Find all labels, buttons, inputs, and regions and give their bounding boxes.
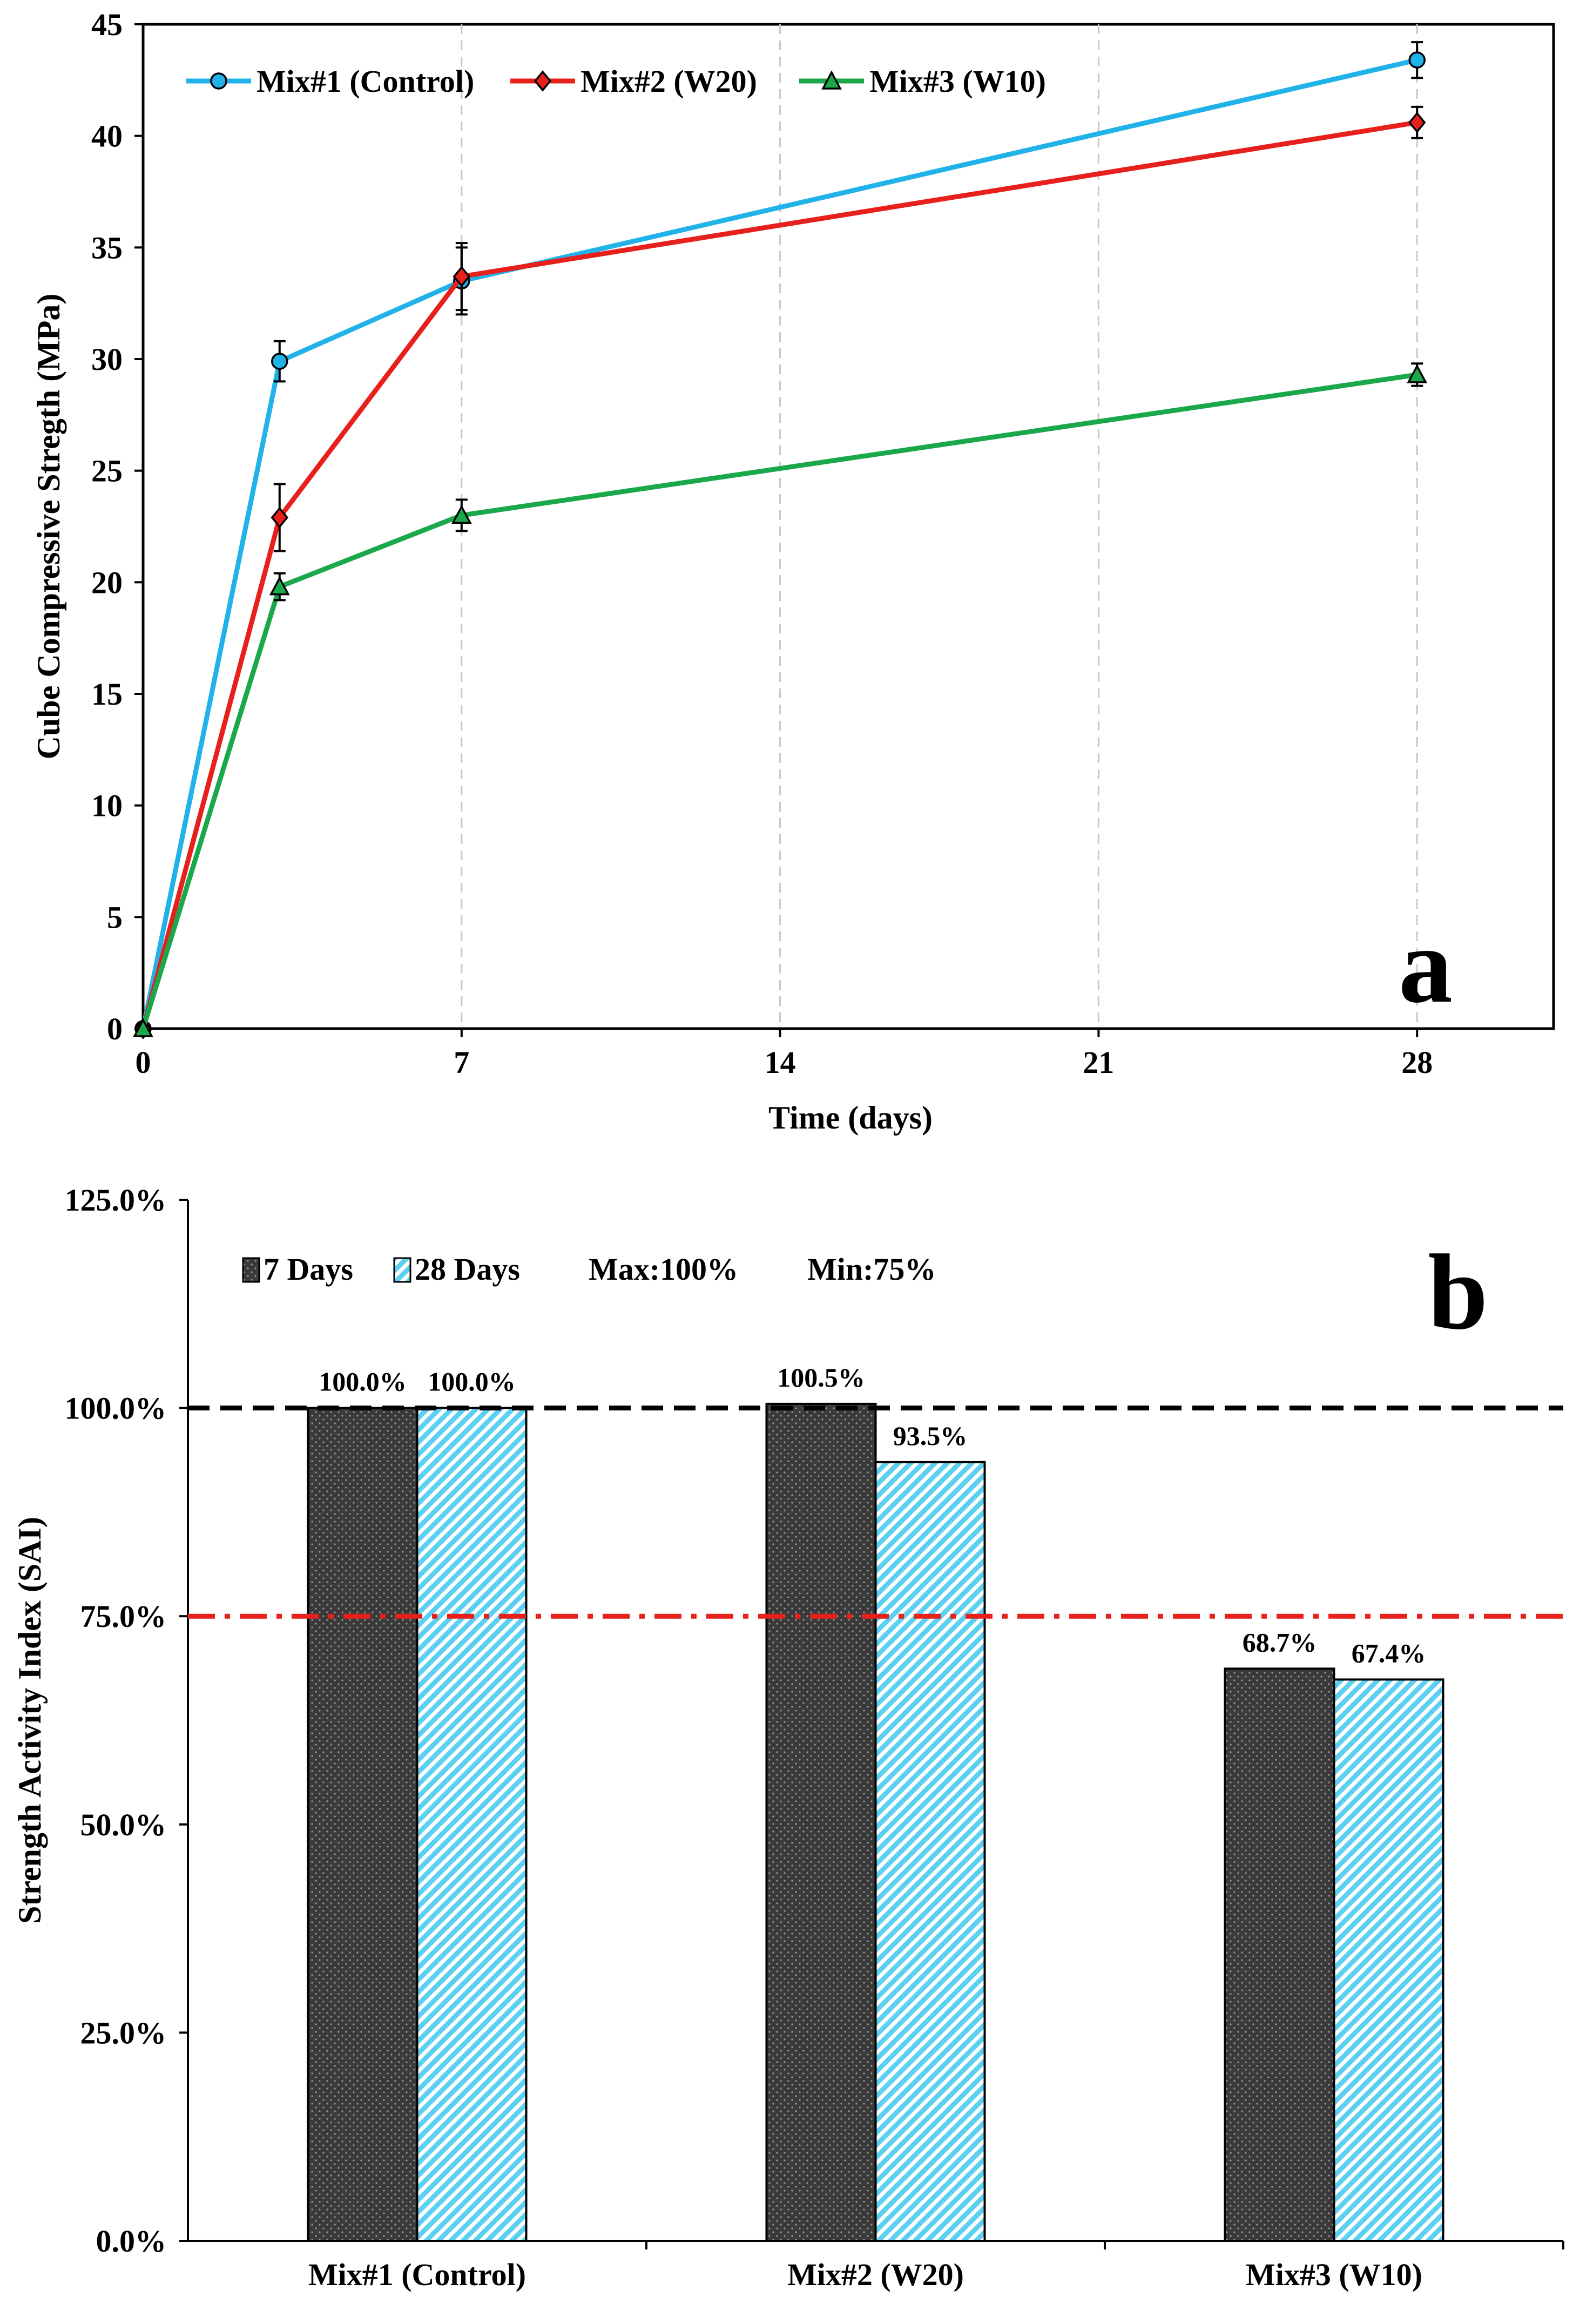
y-tick-label: 50.0% xyxy=(80,1807,167,1842)
y-tick-label: 25.0% xyxy=(80,2015,167,2050)
legend-label: 28 Days xyxy=(415,1252,520,1287)
y-tick-label: 125.0% xyxy=(65,1183,167,1218)
data-point xyxy=(453,266,471,287)
data-label: 68.7% xyxy=(1243,1627,1317,1657)
y-tick-label: 75.0% xyxy=(80,1599,167,1634)
y-tick-label: 10 xyxy=(91,788,123,823)
data-label: 93.5% xyxy=(893,1421,968,1451)
y-tick-label: 0.0% xyxy=(96,2224,167,2259)
x-tick-label: 14 xyxy=(765,1045,796,1080)
x-tick-label: 0 xyxy=(136,1045,151,1080)
series-line xyxy=(140,120,1417,1030)
panel-a-xlabel: Time (days) xyxy=(768,1100,933,1136)
y-tick-label: 5 xyxy=(107,900,123,935)
bar-28-days xyxy=(1333,1678,1444,2242)
legend-label: Mix#2 (W20) xyxy=(580,64,757,99)
x-tick-label: Mix#3 (W10) xyxy=(1246,2257,1422,2292)
bar-7-days xyxy=(765,1402,877,2242)
y-tick-label: 30 xyxy=(91,342,123,377)
y-tick-label: 35 xyxy=(91,230,123,265)
series-line xyxy=(140,372,1417,1030)
data-point xyxy=(133,1018,153,1037)
legend-swatch xyxy=(393,1257,411,1283)
panel-b-legend: 7 Days 28 Days Max:100% Min:75% xyxy=(242,1252,936,1287)
legend-label: 7 Days xyxy=(264,1252,353,1287)
x-tick-label: 28 xyxy=(1401,1045,1433,1080)
x-tick-label: 21 xyxy=(1083,1045,1114,1080)
legend-label: Mix#3 (W10) xyxy=(869,64,1046,99)
data-point xyxy=(451,504,472,524)
data-point xyxy=(1407,364,1428,383)
data-point xyxy=(1408,112,1426,133)
panel-b-ylabel: Strength Activity Index (SAI) xyxy=(12,1517,48,1924)
data-point xyxy=(271,506,289,529)
y-tick-label: 0 xyxy=(107,1011,123,1046)
data-label: 100.5% xyxy=(777,1362,865,1393)
y-tick-label: 45 xyxy=(91,7,123,42)
y-tick-label: 15 xyxy=(91,677,123,712)
data-point xyxy=(210,72,227,90)
legend-label: Max:100% xyxy=(589,1252,738,1287)
bar-7-days xyxy=(307,1407,418,2242)
y-tick-label: 40 xyxy=(91,119,123,154)
y-tick-label: 100.0% xyxy=(65,1391,167,1426)
x-tick-label: Mix#2 (W20) xyxy=(787,2257,964,2292)
panel-a-legend: Mix#1 (Control) Mix#2 (W20) Mix#3 (W10) xyxy=(186,64,1046,99)
legend-swatch xyxy=(242,1257,260,1283)
panel-a-label: a xyxy=(1399,906,1453,1025)
panel-b-bar-chart: 0.0% 25.0% 50.0% 75.0% 100.0% 125.0% Mix#1 (C… xyxy=(12,1183,1564,2292)
legend-label: Mix#1 (Control) xyxy=(256,64,474,99)
data-label: 100.0% xyxy=(319,1367,407,1397)
data-label: 100.0% xyxy=(428,1367,516,1397)
panel-a-line-chart: 0 5 10 15 20 25 30 35 40 45 0 7 14 21 28 Cube Compres… xyxy=(31,7,1555,1136)
bar-28-days xyxy=(416,1407,528,2242)
data-point xyxy=(821,70,842,90)
y-tick-label: 20 xyxy=(91,565,123,600)
series-3 xyxy=(133,362,1428,1037)
x-tick-label: Mix#1 (Control) xyxy=(308,2257,526,2292)
data-point xyxy=(1408,51,1426,69)
series-line xyxy=(140,57,1418,1029)
data-point xyxy=(534,70,552,92)
bar-7-days xyxy=(1224,1667,1335,2242)
data-point xyxy=(269,576,290,596)
data-label: 67.4% xyxy=(1352,1638,1426,1668)
bar-28-days xyxy=(874,1461,986,2242)
x-tick-label: 7 xyxy=(454,1045,469,1080)
data-point xyxy=(271,353,288,370)
panel-a-ylabel: Cube Compressive Stregth (MPa) xyxy=(31,294,66,760)
legend-label: Min:75% xyxy=(807,1252,936,1287)
panel-b-label: b xyxy=(1428,1233,1488,1352)
y-tick-label: 25 xyxy=(91,454,123,489)
panel-a-plot-area xyxy=(141,23,1555,1030)
